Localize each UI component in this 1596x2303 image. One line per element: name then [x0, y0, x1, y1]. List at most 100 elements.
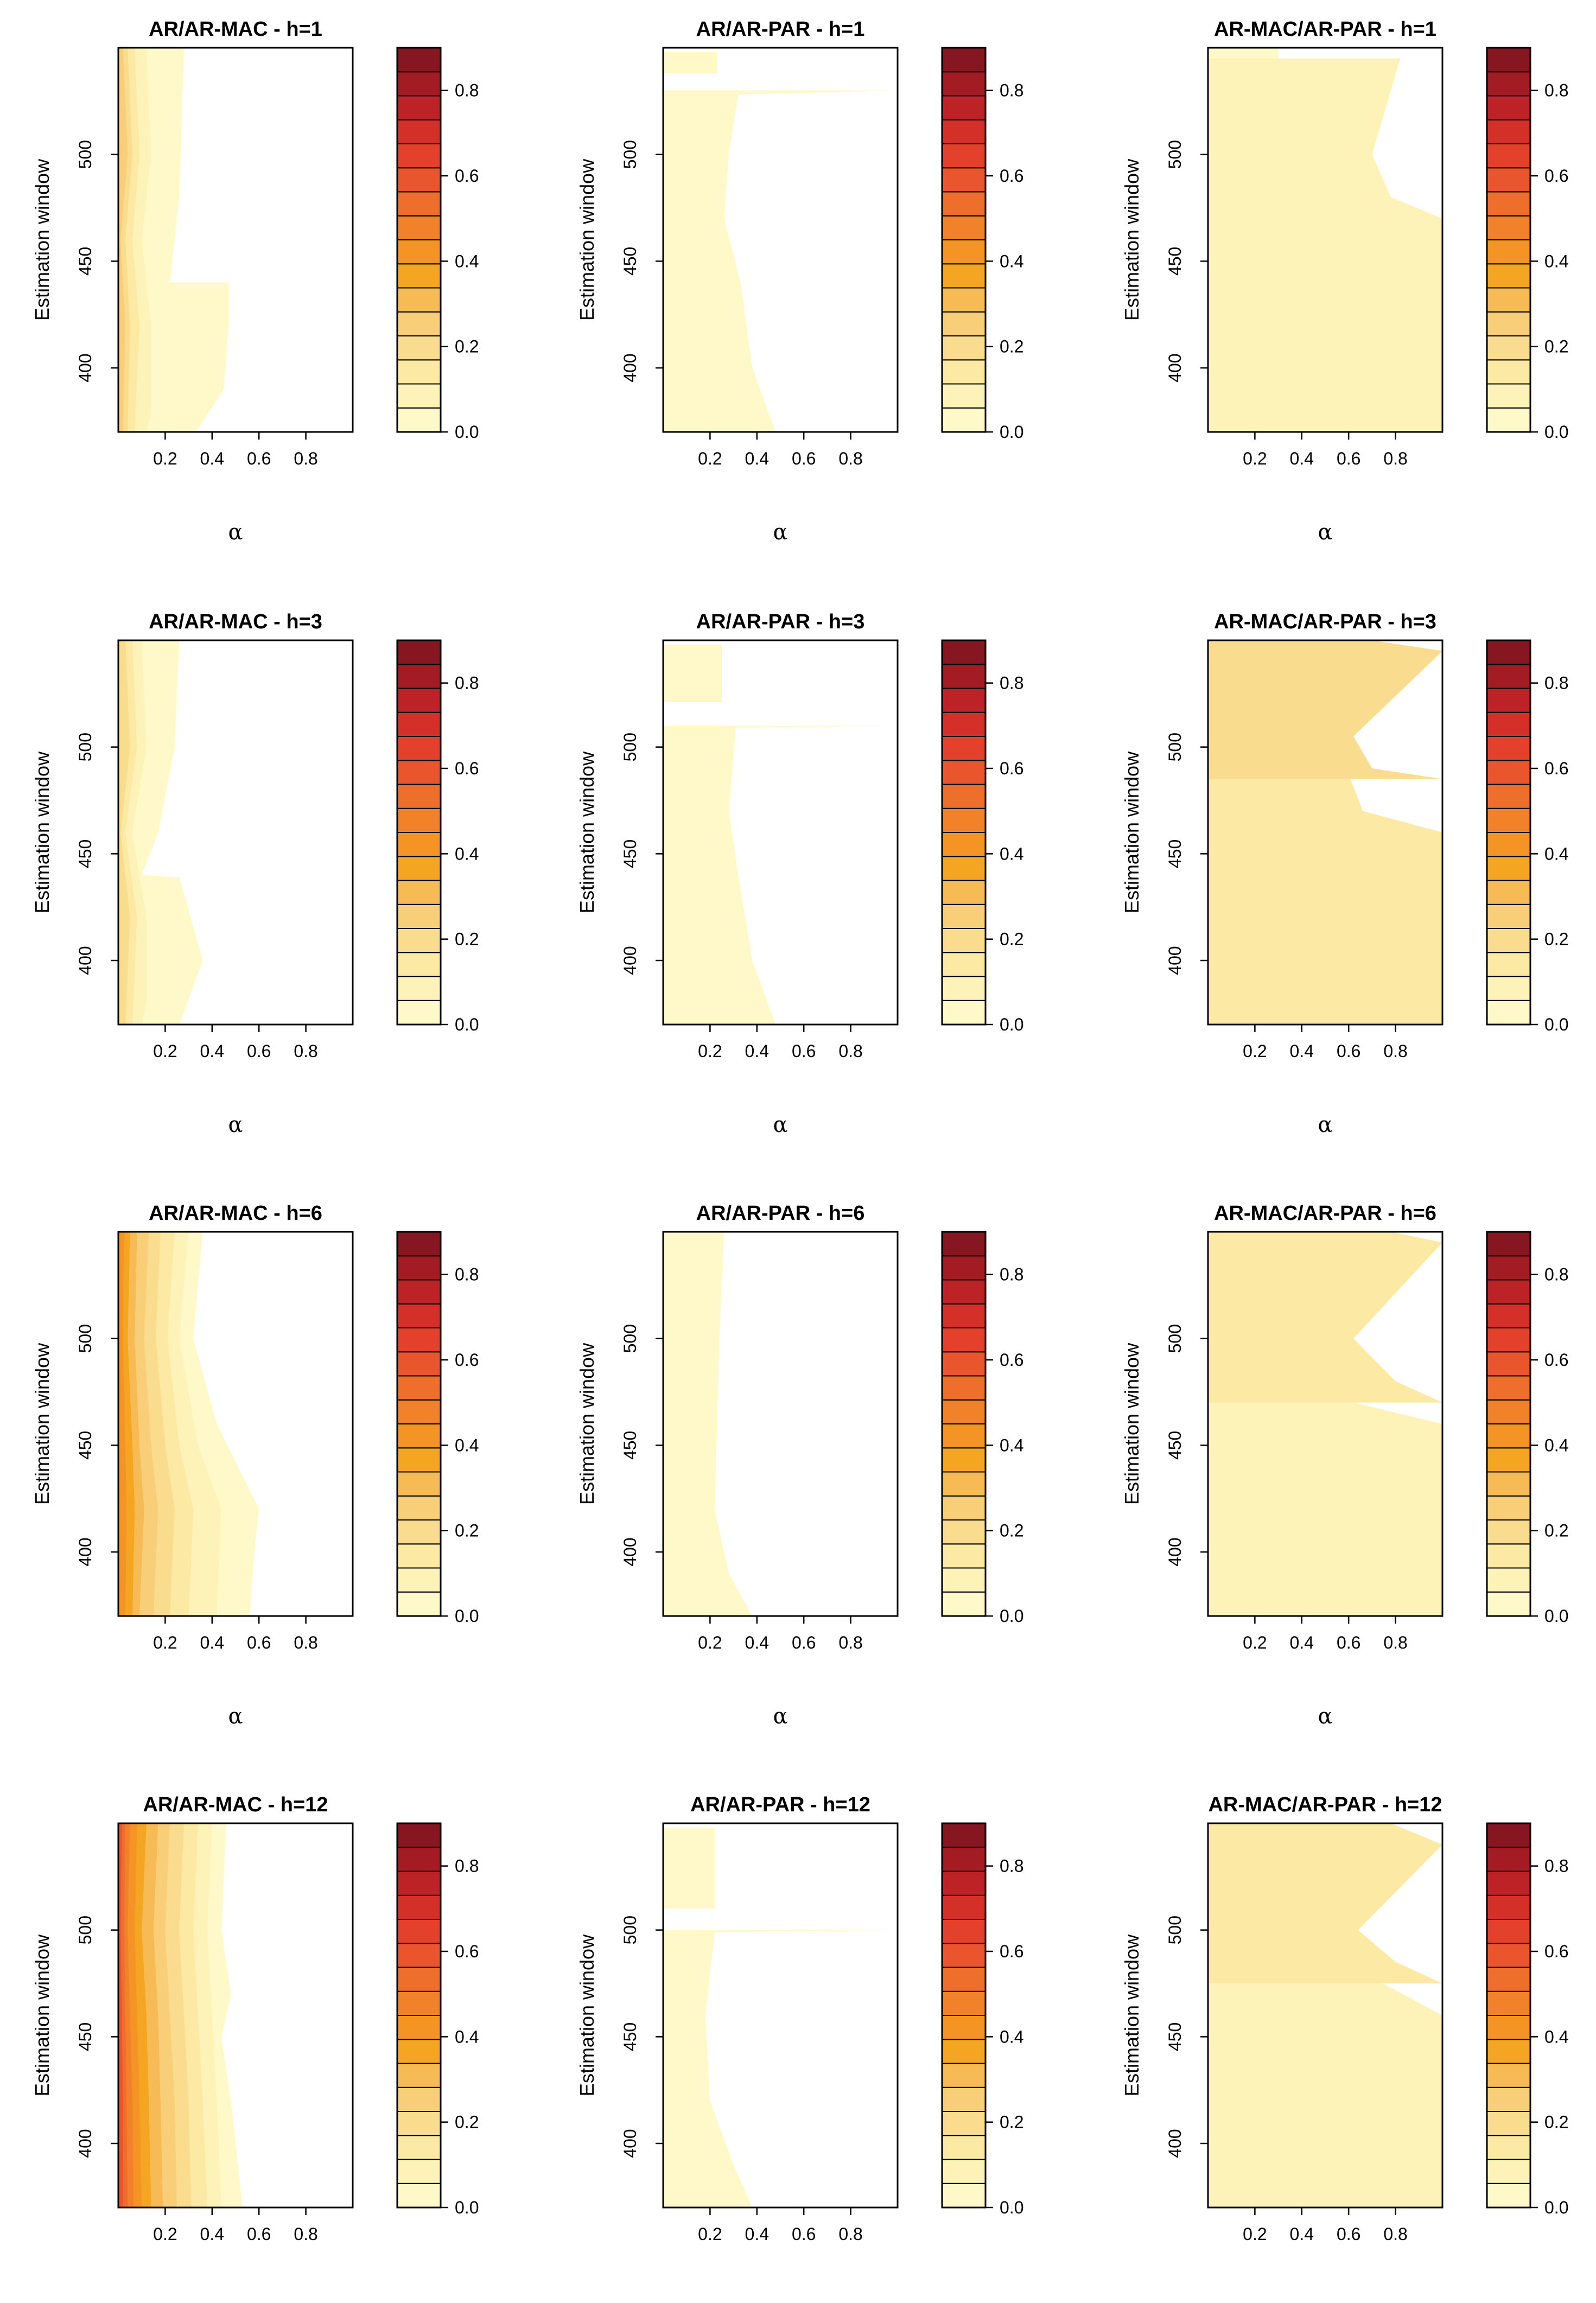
colorkey-tick-label: 0.4: [1544, 1435, 1568, 1455]
colorkey-cell: [397, 1279, 441, 1305]
colorkey-cell: [942, 1990, 986, 2016]
x-tick-label: 0.2: [153, 1041, 177, 1061]
contour-fills: [1208, 640, 1442, 1025]
colorkey-cell: [397, 1231, 441, 1257]
x-axis-label: α: [228, 520, 243, 545]
colorkey-cell: [397, 832, 441, 857]
colorkey-cell: [942, 1823, 986, 1848]
colorkey-cell: [942, 928, 986, 953]
colorkey-cell: [942, 1375, 986, 1401]
colorkey-cell: [1486, 2015, 1531, 2040]
y-tick-label: 450: [620, 839, 640, 868]
y-tick-label: 500: [75, 733, 95, 761]
colorkey-tick-label: 0.8: [455, 673, 479, 693]
x-tick-label: 0.6: [247, 2224, 271, 2244]
colorkey-cell: [942, 47, 986, 73]
plot-frame: [1207, 639, 1444, 1026]
colorkey-cell: [397, 1351, 441, 1377]
colorkey-cell: [942, 1279, 986, 1305]
colorkey-tick-label: 0.2: [1000, 2113, 1023, 2132]
colorkey-cell: [1486, 2135, 1531, 2160]
y-axis-label: Estimation window: [576, 1934, 598, 2096]
colorkey-cell: [942, 311, 986, 336]
colorkey-cell: [942, 359, 986, 385]
colorkey-tick-label: 0.4: [1544, 251, 1568, 271]
colorkey-frame: [1486, 1822, 1531, 2209]
x-axis-label: α: [773, 1704, 787, 1729]
colorkey-tick-label: 0.2: [1544, 930, 1568, 949]
colorkey-cell: [1486, 191, 1531, 217]
x-tick-label: 0.4: [200, 1041, 224, 1061]
colorkey-cell: [942, 1303, 986, 1328]
colorkey-tick-label: 0.2: [1000, 930, 1023, 949]
y-axis-label: Estimation window: [1121, 158, 1143, 321]
colorkey-cell: [1486, 976, 1531, 1001]
colorkey-tick-label: 0.6: [1000, 759, 1023, 778]
colorkey-tick-label: 0.4: [1000, 1435, 1023, 1455]
colorkey-cell: [1486, 688, 1531, 713]
contour-fills: [1208, 1232, 1442, 1616]
colorkey-cell: [1486, 928, 1531, 953]
colorkey-cell: [1486, 167, 1531, 193]
colorkey-cell: [1486, 239, 1531, 265]
contour-level-5: [118, 48, 128, 432]
colorkey-cell: [397, 760, 441, 785]
x-tick-label: 0.2: [1243, 449, 1267, 468]
colorkey-tick-label: 0.4: [1000, 844, 1023, 863]
colorkey-frame: [396, 1231, 442, 1617]
colorkey-tick-label: 0.8: [1544, 1265, 1568, 1284]
contour-fills: [663, 52, 898, 432]
colorkey-tick-label: 0.4: [1000, 251, 1023, 271]
colorkey-frame: [396, 1822, 442, 2209]
y-axis-label: Estimation window: [1121, 1343, 1143, 1505]
colorkey-tick-label: 0.8: [1000, 1856, 1023, 1876]
colorkey-cell: [1486, 1990, 1531, 2016]
colorkey-cell: [942, 1255, 986, 1281]
panel-title: AR/AR-PAR - h=6: [696, 1202, 865, 1225]
colorkey-cell: [397, 664, 441, 689]
y-tick-label: 500: [620, 140, 640, 169]
colorkey-cell: [942, 880, 986, 905]
colorkey-cell: [397, 167, 441, 193]
colorkey-cell: [942, 2111, 986, 2136]
panel-7: AR/AR-MAC - h=6 0.2 0.4 0.6 0.8 α 400 450 500 Est…: [31, 1202, 479, 1729]
y-tick-label: 450: [1165, 2022, 1185, 2051]
colorkey-cell: [1486, 1919, 1531, 1944]
y-axis-label: Estimation window: [31, 158, 53, 321]
panel-title: AR/AR-MAC - h=1: [149, 18, 322, 41]
colorkey-cell: [942, 407, 986, 432]
colorkey-cell: [942, 2039, 986, 2064]
colorkey-cell: [1486, 952, 1531, 977]
y-axis-label: Estimation window: [576, 158, 598, 321]
contour-fills: [118, 48, 229, 432]
colorkey-cell: [397, 1000, 441, 1025]
panel-title: AR/AR-PAR - h=12: [690, 1793, 870, 1816]
colorkey-cell: [397, 407, 441, 432]
x-axis-label: α: [228, 1704, 243, 1729]
colorkey-cell: [397, 2111, 441, 2136]
x-tick-label: 0.2: [153, 1633, 177, 1652]
colorkey-cell: [397, 1847, 441, 1872]
x-tick-label: 0.6: [792, 1041, 816, 1061]
colorkey-cell: [1486, 2183, 1531, 2208]
panel-title: AR-MAC/AR-PAR - h=6: [1214, 1202, 1436, 1225]
colorkey-tick-label: 0.8: [1000, 1265, 1023, 1284]
colorkey-tick-label: 0.6: [455, 1942, 479, 1961]
colorkey-cell: [942, 736, 986, 761]
y-tick-label: 500: [75, 1324, 95, 1353]
colorkey-tick-label: 0.2: [455, 2113, 479, 2132]
colorkey-cell: [397, 640, 441, 665]
contour-level-8: [118, 1232, 127, 1616]
colorkey-cell: [397, 1399, 441, 1424]
y-tick-label: 500: [620, 733, 640, 761]
colorkey-cell: [1486, 711, 1531, 737]
colorkey-cell: [942, 1519, 986, 1545]
colorkey-tick-label: 0.2: [1544, 1521, 1568, 1541]
colorkey-tick-label: 0.2: [455, 1521, 479, 1541]
colorkey-cell: [397, 784, 441, 809]
colorkey-tick-label: 0.0: [1544, 422, 1568, 442]
colorkey-cell: [1486, 335, 1531, 361]
colorkey-cell: [397, 1471, 441, 1497]
colorkey-frame: [396, 639, 442, 1026]
panel-title: AR/AR-PAR - h=1: [696, 18, 865, 41]
